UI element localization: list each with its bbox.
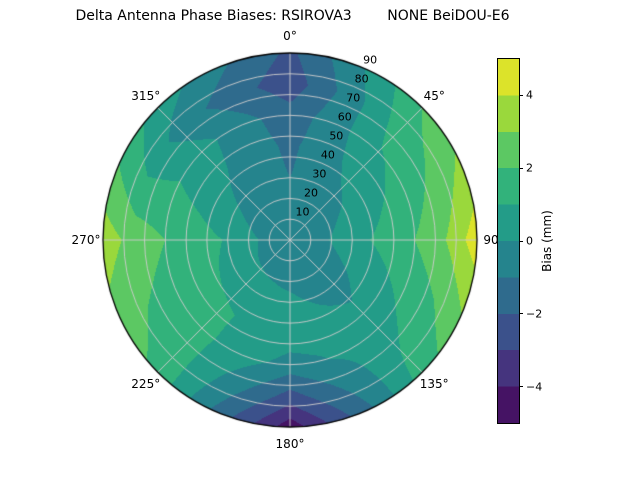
colorbar-tick-label: 0 <box>526 234 533 248</box>
colorbar-tick-label: 2 <box>526 161 533 175</box>
colorbar: 4 2 0 −2 −4 <box>497 58 542 424</box>
colorbar-tick <box>519 167 523 169</box>
colorbar-tick-label: −4 <box>526 380 543 394</box>
colorbar-tick <box>519 386 523 388</box>
colorbar-tick <box>519 94 523 96</box>
colorbar-label: Bias (mm) <box>540 210 555 272</box>
colorbar-label-wrap: Bias (mm) <box>534 58 560 424</box>
colorbar-tick <box>519 240 523 242</box>
colorbar-tick-label: 4 <box>526 88 533 102</box>
colorbar-tick-label: −2 <box>526 307 543 321</box>
colorbar-tick <box>519 313 523 315</box>
